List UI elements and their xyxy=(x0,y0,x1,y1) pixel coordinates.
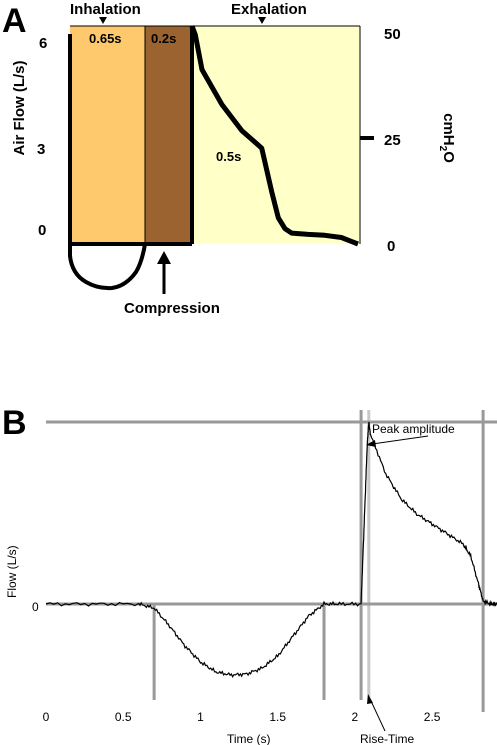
phase-inhalation-region xyxy=(70,26,145,244)
y-axis-label-b: Flow (L/s) xyxy=(5,545,19,598)
peak-arrow-line xyxy=(371,435,429,445)
inhalation-flow-curve xyxy=(68,243,147,291)
x-tick-label: 0 xyxy=(43,710,50,724)
panel-b: B Peak amplitude Rise-Time Flow (L/s) 0 … xyxy=(2,404,497,745)
duration-inhalation: 0.65s xyxy=(89,31,122,46)
exhalation-label: Exhalation xyxy=(231,1,307,18)
inhalation-marker-icon xyxy=(99,17,107,24)
x-tick-label: 2.5 xyxy=(424,710,441,724)
peak-arrow-icon xyxy=(366,440,376,447)
y-tick-right-0: 0 xyxy=(387,238,395,255)
rise-time-label: Rise-Time xyxy=(360,732,415,745)
rise-arrow-icon xyxy=(367,694,373,704)
compression-label: Compression xyxy=(124,300,220,317)
panel-a: A Inhalation Exhalation 0.65s 0.2s 0.5s … xyxy=(2,1,457,317)
x-axis-label-b: Time (s) xyxy=(227,732,271,745)
vertical-markers xyxy=(152,410,485,712)
peak-amplitude-label: Peak amplitude xyxy=(372,422,455,436)
x-tick-label: 1 xyxy=(197,710,204,724)
panel-a-letter: A xyxy=(2,2,27,40)
y-tick-b-0: 0 xyxy=(32,600,39,614)
x-ticks-b: 0 0.5 1 1.5 2 2.5 xyxy=(43,710,441,724)
panel-b-letter: B xyxy=(2,404,27,442)
exhalation-marker-icon xyxy=(258,17,266,24)
phase-compression-region xyxy=(145,26,192,244)
duration-exhalation: 0.5s xyxy=(216,149,241,164)
y-tick-left-3: 3 xyxy=(37,141,45,158)
x-tick-label: 0.5 xyxy=(115,710,132,724)
y-tick-left-6: 6 xyxy=(39,35,47,52)
inhalation-label: Inhalation xyxy=(70,1,141,18)
y-tick-right-25: 25 xyxy=(384,132,401,149)
y-axis-label-left: Air Flow (L/s) xyxy=(11,61,28,156)
duration-compression: 0.2s xyxy=(151,31,176,46)
y-tick-left-0: 0 xyxy=(38,222,46,239)
y-axis-label-right: cmH2O xyxy=(437,113,457,163)
exhalation-pressure-trace xyxy=(189,25,359,247)
compression-arrow-icon xyxy=(157,251,171,264)
rise-arrow-line xyxy=(370,700,386,732)
y-tick-right-50: 50 xyxy=(384,26,401,43)
x-tick-label: 2 xyxy=(352,710,359,724)
flow-trace xyxy=(45,421,497,679)
x-tick-label: 1.5 xyxy=(269,710,286,724)
